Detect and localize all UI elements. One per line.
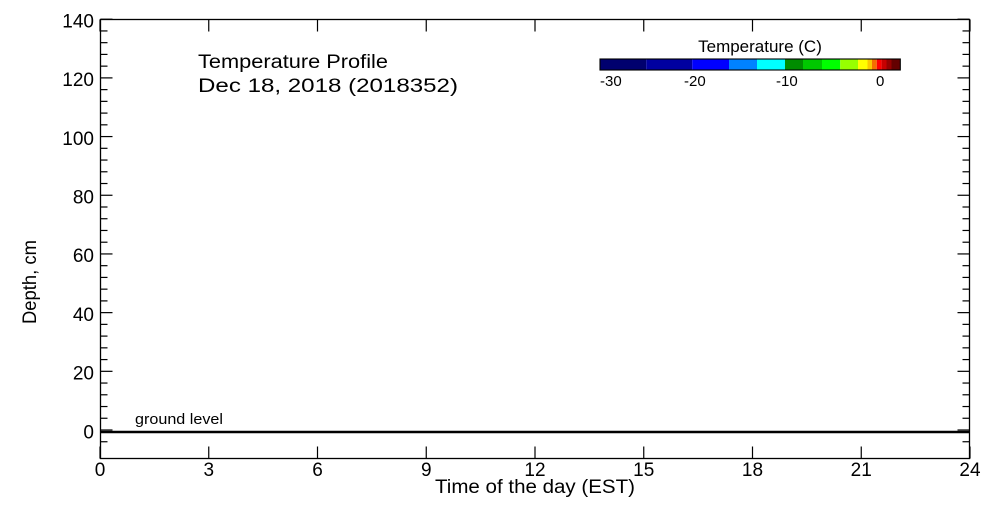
svg-text:0: 0 bbox=[83, 422, 94, 443]
svg-text:24: 24 bbox=[959, 460, 981, 481]
svg-text:0: 0 bbox=[876, 73, 884, 90]
svg-text:-20: -20 bbox=[684, 73, 706, 90]
svg-text:Dec 18, 2018 (2018352): Dec 18, 2018 (2018352) bbox=[198, 76, 458, 97]
svg-text:Temperature (C): Temperature (C) bbox=[698, 37, 822, 56]
svg-text:ground level: ground level bbox=[135, 411, 223, 428]
svg-text:9: 9 bbox=[421, 460, 432, 481]
svg-text:Temperature Profile: Temperature Profile bbox=[198, 52, 388, 73]
svg-text:3: 3 bbox=[203, 460, 214, 481]
svg-text:Time of the day (EST): Time of the day (EST) bbox=[435, 477, 635, 498]
svg-text:20: 20 bbox=[73, 364, 94, 385]
svg-text:-10: -10 bbox=[776, 73, 798, 90]
svg-text:40: 40 bbox=[73, 305, 94, 326]
svg-text:100: 100 bbox=[62, 129, 94, 150]
svg-text:0: 0 bbox=[95, 460, 106, 481]
svg-text:120: 120 bbox=[62, 70, 94, 91]
svg-text:18: 18 bbox=[742, 460, 763, 481]
svg-text:15: 15 bbox=[633, 460, 654, 481]
svg-text:140: 140 bbox=[62, 12, 94, 33]
svg-text:6: 6 bbox=[312, 460, 323, 481]
svg-text:80: 80 bbox=[73, 188, 94, 209]
svg-text:-30: -30 bbox=[600, 73, 622, 90]
svg-text:Depth, cm: Depth, cm bbox=[20, 240, 41, 324]
svg-text:60: 60 bbox=[73, 246, 94, 267]
svg-text:21: 21 bbox=[851, 460, 872, 481]
